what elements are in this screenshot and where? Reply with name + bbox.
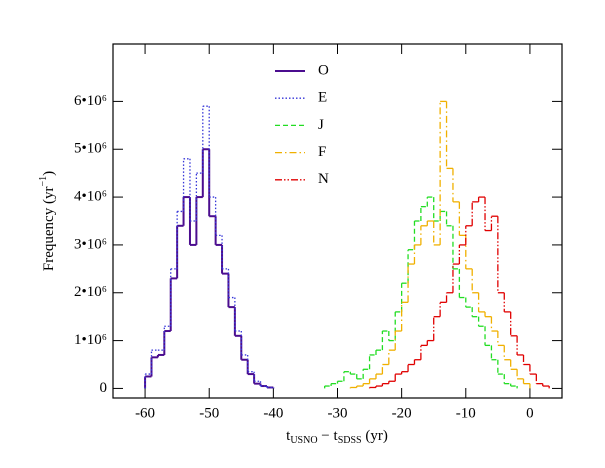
y-tick-label: 6•10⁶: [74, 93, 107, 109]
legend-label: F: [318, 144, 326, 160]
y-tick-label: 0: [100, 380, 108, 396]
y-tick-label: 5•10⁶: [74, 141, 107, 157]
y-tick-label: 1•10⁶: [74, 332, 107, 348]
x-tick-label: -60: [135, 405, 155, 421]
legend-label: O: [318, 62, 329, 78]
hist-connector: [368, 197, 550, 389]
x-tick-label: -30: [328, 405, 348, 421]
hist-connector: [144, 106, 275, 389]
plot-frame: [112, 43, 563, 399]
legend-label: J: [318, 117, 324, 133]
x-tick-label: -40: [263, 405, 283, 421]
x-tick-label: 0: [526, 405, 534, 421]
x-tick-label: -50: [199, 405, 219, 421]
y-axis-label: Frequency (yr−1): [38, 171, 57, 271]
x-tick-label: -20: [392, 405, 412, 421]
hist-connector: [349, 101, 531, 389]
y-tick-label: 3•10⁶: [74, 236, 107, 252]
hist-connector: [144, 149, 275, 389]
x-tick-label: -10: [456, 405, 476, 421]
legend-label: N: [318, 171, 329, 187]
y-tick-label: 2•10⁶: [74, 284, 107, 300]
x-axis-label: tUSNO − tSDSS (yr): [286, 428, 388, 446]
legend-label: E: [318, 90, 327, 106]
y-tick-label: 4•10⁶: [74, 189, 107, 205]
